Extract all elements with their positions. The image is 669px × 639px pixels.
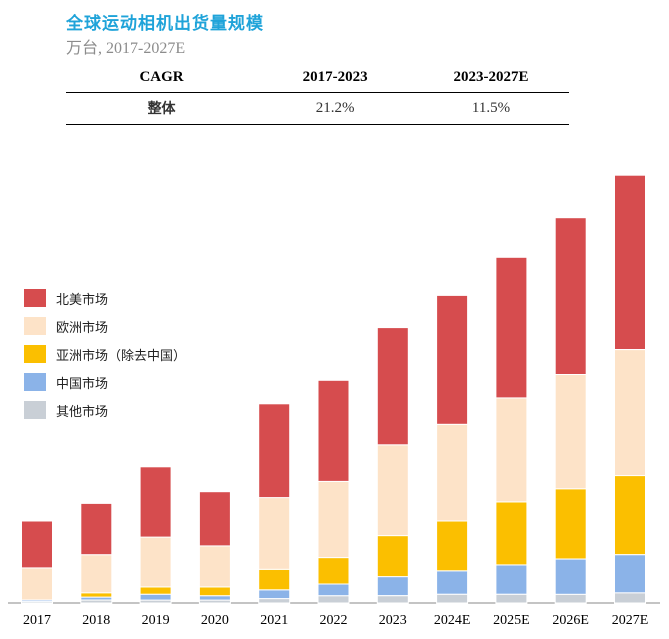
cagr-value-period1: 21.2%: [315, 99, 355, 116]
bar-segment-2025E-2: [495, 501, 528, 566]
bar-segment-2022-4: [317, 379, 350, 482]
bar-segment-2017-3: [21, 567, 53, 601]
x-tick-label: 2020: [201, 613, 229, 628]
legend-swatch: [24, 373, 46, 391]
bar-segment-2020-3: [198, 545, 231, 588]
legend-label: 亚洲市场（除去中国）: [56, 348, 187, 364]
bar-segment-2025E-1: [495, 564, 528, 595]
bar-segment-2023-3: [376, 444, 409, 537]
bar-segment-2027E-4: [614, 174, 646, 350]
bar-segment-2018-0: [80, 599, 113, 604]
cagr-row-label: 整体: [147, 101, 176, 117]
bar-segment-2023-0: [376, 595, 409, 604]
bar-segment-2020-4: [198, 491, 231, 547]
bar-segment-2020-2: [198, 586, 231, 597]
x-tick-label: 2019: [142, 613, 170, 628]
bar-segment-2023-2: [376, 535, 409, 578]
legend-label: 北美市场: [56, 292, 109, 308]
x-tick-label: 2023: [379, 613, 407, 628]
legend-label: 欧洲市场: [56, 320, 109, 336]
bar-segment-2025E-0: [495, 593, 528, 604]
bar-segment-2018-3: [80, 554, 113, 594]
bar-segment-2027E-1: [614, 554, 646, 594]
bar-segment-2021-4: [258, 403, 291, 499]
bar-segment-2023-1: [376, 576, 409, 597]
bar-segment-2022-2: [317, 557, 350, 585]
bar-segment-2017-4: [21, 520, 53, 569]
bar-segment-2022-3: [317, 480, 350, 559]
cagr-value-period2: 11.5%: [471, 99, 511, 116]
x-tick-label: 2025E: [493, 613, 530, 628]
bar-segment-2022-0: [317, 595, 350, 604]
x-tick-label: 2022: [320, 613, 348, 628]
legend-label: 中国市场: [56, 376, 109, 392]
bar-segment-2027E-3: [614, 349, 646, 477]
x-tick-label: 2024E: [434, 613, 471, 628]
bar-segment-2026E-4: [554, 217, 587, 375]
bar-segment-2021-2: [258, 568, 291, 591]
x-tick-label: 2021: [260, 613, 288, 628]
bar-segment-2019-2: [139, 586, 172, 595]
x-tick-label: 2018: [82, 613, 110, 628]
bar-segment-2026E-2: [554, 488, 587, 560]
bar-segment-2019-3: [139, 536, 172, 588]
bar-segment-2026E-1: [554, 558, 587, 595]
bar-segment-2024E-0: [436, 593, 469, 604]
bar-segment-2023-4: [376, 327, 409, 446]
bar-segment-2019-4: [139, 466, 172, 538]
cagr-header-label: CAGR: [139, 69, 184, 86]
x-tick-label: 2017: [23, 613, 51, 628]
legend-label: 其他市场: [56, 404, 109, 420]
bar-segment-2025E-3: [495, 397, 528, 503]
bar-segment-2020-1: [198, 595, 231, 601]
cagr-row-overall: 整体 21.2% 11.5%: [66, 92, 569, 124]
bar-segment-2026E-3: [554, 374, 587, 490]
bar-segment-2021-3: [258, 497, 291, 570]
x-tick-label: 2027E: [612, 613, 649, 628]
legend-item: 中国市场: [24, 368, 186, 396]
legend-swatch: [24, 345, 46, 363]
cagr-header-period2: 2023-2027E: [453, 69, 529, 86]
bar-segment-2018-4: [80, 502, 113, 556]
bar-segment-2024E-3: [436, 423, 469, 522]
legend-item: 欧洲市场: [24, 312, 186, 340]
legend-item: 北美市场: [24, 284, 186, 312]
cagr-table: CAGR 2017-2023 2023-2027E 整体 21.2% 11.5%: [66, 64, 569, 125]
cagr-header-period1: 2017-2023: [302, 69, 368, 86]
legend-item: 其他市场: [24, 396, 186, 424]
x-tick-label: 2026E: [552, 613, 589, 628]
bar-segment-2024E-2: [436, 520, 469, 572]
bar-segment-2019-1: [139, 593, 172, 601]
bar-segment-2024E-1: [436, 570, 469, 595]
bar-segment-2021-1: [258, 589, 291, 600]
legend-swatch: [24, 289, 46, 307]
legend-swatch: [24, 401, 46, 419]
bar-segment-2022-1: [317, 583, 350, 597]
legend-swatch: [24, 317, 46, 335]
cagr-header-row: CAGR 2017-2023 2023-2027E: [66, 64, 569, 92]
legend-item: 亚洲市场（除去中国）: [24, 340, 186, 368]
bar-segment-2025E-4: [495, 256, 528, 399]
bar-segment-2024E-4: [436, 294, 469, 425]
chart-title: 全球运动相机出货量规模: [66, 14, 264, 34]
bar-segment-2021-0: [258, 598, 291, 604]
bar-segment-2018-2: [80, 592, 113, 598]
chart-subtitle: 万台, 2017-2027E: [66, 40, 186, 57]
chart-legend: 北美市场欧洲市场亚洲市场（除去中国） 中国市场其他市场: [24, 284, 186, 424]
bar-segment-2027E-2: [614, 475, 646, 556]
bar-segment-2027E-0: [614, 592, 646, 604]
bar-segment-2026E-0: [554, 593, 587, 604]
